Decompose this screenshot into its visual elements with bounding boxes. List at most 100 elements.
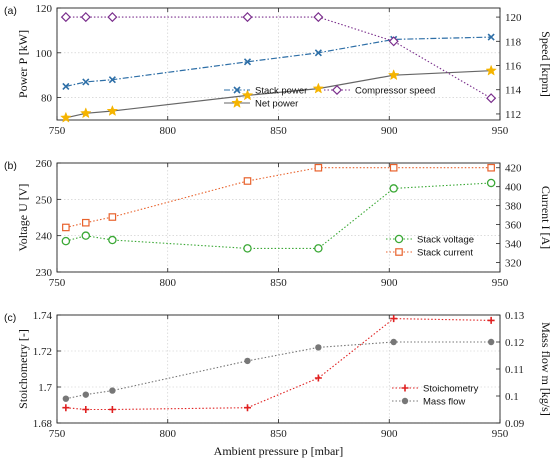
data-point xyxy=(60,12,71,23)
data-point xyxy=(243,244,252,253)
data-point xyxy=(315,344,322,351)
y-tick-label-right: 114 xyxy=(505,85,522,97)
y-tick-label-right: 112 xyxy=(505,109,521,121)
data-point xyxy=(82,391,89,398)
data-point xyxy=(487,33,495,41)
x-tick-label: 900 xyxy=(381,428,398,440)
series-stack-voltage xyxy=(61,178,496,253)
y-tick-label-left: 1.72 xyxy=(33,346,52,358)
y-tick-label-left: 240 xyxy=(36,231,53,243)
legend-marker xyxy=(394,234,404,244)
data-point xyxy=(107,12,118,23)
data-point xyxy=(243,58,252,66)
data-point xyxy=(313,12,324,23)
x-tick-label: 950 xyxy=(492,125,509,137)
y-tick-label-right: 120 xyxy=(505,12,522,24)
data-point xyxy=(82,78,90,86)
data-point xyxy=(389,184,398,193)
y-tick-label-right: 380 xyxy=(505,201,522,213)
x-axis-label: Ambient pressure p [mbar] xyxy=(214,444,344,458)
data-point xyxy=(314,374,322,382)
x-tick-label: 800 xyxy=(160,277,177,289)
y-axis-label-left: Power P [kW] xyxy=(16,30,30,98)
legend-label: Compressor speed xyxy=(355,86,435,97)
y-tick-label-right: 0.1 xyxy=(505,391,519,403)
data-point xyxy=(61,236,71,246)
y-axis-label-right: Mass flow m [kg/s] xyxy=(539,322,550,416)
y-tick-label-right: 320 xyxy=(505,258,522,270)
x-tick-label: 900 xyxy=(381,125,398,137)
y-axis-label-right: Current I [A] xyxy=(539,186,550,249)
x-tick-label: 750 xyxy=(49,277,66,289)
y-tick-label-right: 0.13 xyxy=(505,310,525,322)
data-point xyxy=(242,12,253,23)
y-tick-label-right: 340 xyxy=(505,239,522,251)
y-tick-label-left: 100 xyxy=(36,48,53,60)
legend-label: Stack current xyxy=(417,248,473,259)
data-point xyxy=(81,231,91,240)
y-tick-label-left: 1.68 xyxy=(33,418,53,430)
x-tick-label: 950 xyxy=(492,428,509,440)
data-point xyxy=(62,404,70,412)
data-point xyxy=(390,338,397,346)
legend-label: Stoichometry xyxy=(423,384,479,395)
data-point xyxy=(387,69,400,81)
series-compressor-speed xyxy=(60,12,497,104)
series-line xyxy=(65,167,492,229)
data-point xyxy=(314,244,323,253)
y-tick-label-right: 420 xyxy=(505,163,522,175)
data-point xyxy=(241,89,254,101)
data-point xyxy=(487,338,495,346)
data-point xyxy=(82,406,90,413)
data-point xyxy=(312,82,325,94)
y-tick-label-left: 1.74 xyxy=(33,310,53,322)
x-tick-label: 900 xyxy=(381,277,398,289)
legend-marker xyxy=(401,384,409,392)
panel-tag: (a) xyxy=(4,5,17,17)
data-point xyxy=(106,104,119,116)
chart-panel-3: (c) 750 800 850 900 950 1.68 1.7 1.72 1.74 0.09 0.1… xyxy=(4,310,550,458)
data-point xyxy=(390,315,398,323)
y-tick-label-left: 80 xyxy=(41,93,53,105)
legend-marker xyxy=(233,86,241,94)
y-tick-label-right: 0.11 xyxy=(505,364,524,376)
legend-marker xyxy=(401,397,409,405)
series-stoichometry xyxy=(62,315,495,413)
y-tick-label-right: 116 xyxy=(505,61,522,73)
y-tick-label-right: 0.12 xyxy=(505,337,524,349)
x-tick-label: 850 xyxy=(270,428,287,440)
series-net-power xyxy=(60,64,497,123)
y-axis-label-left: Voltage U [V] xyxy=(16,184,30,252)
data-point xyxy=(80,12,91,23)
legend-marker xyxy=(231,96,243,108)
data-point xyxy=(486,93,497,104)
x-tick-label: 750 xyxy=(49,428,66,440)
data-point xyxy=(486,178,496,188)
data-point xyxy=(243,404,251,412)
y-tick-label-right: 360 xyxy=(505,220,522,232)
data-point xyxy=(108,76,116,84)
y-tick-label-right: 0.09 xyxy=(505,418,525,430)
data-point xyxy=(314,163,323,172)
data-point xyxy=(388,36,399,47)
legend-label: Net power xyxy=(255,99,298,110)
legend: Stack voltage Stack current xyxy=(386,235,474,259)
data-point xyxy=(485,64,497,76)
x-tick-label: 750 xyxy=(49,125,66,137)
data-point xyxy=(81,218,90,227)
x-tick-label: 800 xyxy=(160,428,177,440)
data-point xyxy=(389,163,398,172)
legend: Stoichometry Mass flow xyxy=(392,384,479,408)
data-point xyxy=(108,213,117,221)
legend: Stack power Net power Compressor speed xyxy=(224,84,435,110)
y-axis-label-left: Stoichometry [-] xyxy=(16,329,30,409)
data-point xyxy=(487,163,495,172)
x-tick-label: 800 xyxy=(160,125,177,137)
legend-label: Stack voltage xyxy=(417,235,474,246)
data-point xyxy=(62,395,70,402)
legend-marker xyxy=(331,84,343,96)
y-tick-label-left: 120 xyxy=(36,3,53,15)
y-tick-label-left: 230 xyxy=(36,267,53,279)
data-point xyxy=(108,406,116,413)
